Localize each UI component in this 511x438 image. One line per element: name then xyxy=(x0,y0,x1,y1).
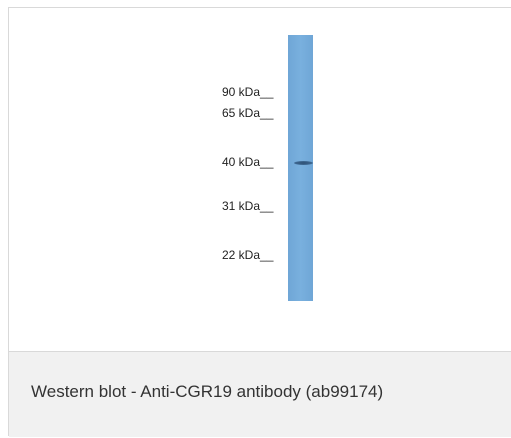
marker-90-kda: 90 kDa__ xyxy=(222,85,274,99)
protein-band xyxy=(294,161,313,165)
figure-card: 90 kDa__ 65 kDa__ 40 kDa__ 31 kDa__ 22 k… xyxy=(8,7,511,437)
figure-caption: Western blot - Anti-CGR19 antibody (ab99… xyxy=(31,382,384,401)
marker-40-kda: 40 kDa__ xyxy=(222,155,274,169)
western-blot-image: 90 kDa__ 65 kDa__ 40 kDa__ 31 kDa__ 22 k… xyxy=(9,8,511,352)
marker-22-kda: 22 kDa__ xyxy=(222,248,274,262)
marker-65-kda: 65 kDa__ xyxy=(222,106,274,120)
blot-lane xyxy=(288,35,313,301)
caption-area: Western blot - Anti-CGR19 antibody (ab99… xyxy=(9,352,511,437)
marker-31-kda: 31 kDa__ xyxy=(222,199,274,213)
